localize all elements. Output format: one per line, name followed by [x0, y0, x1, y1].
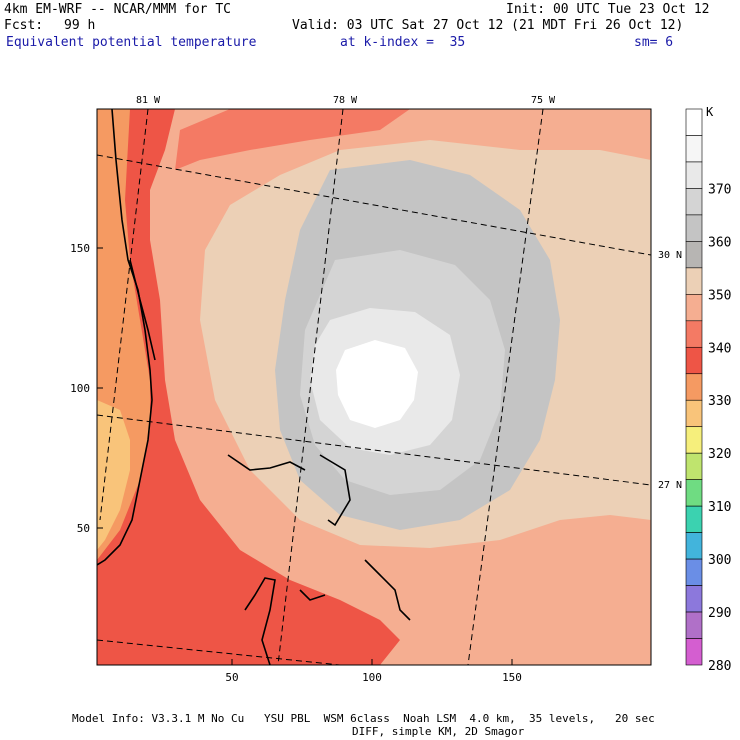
colorbar-label: 300 [708, 553, 731, 568]
colorbar-swatch [685, 267, 703, 295]
colorbar-swatch [685, 214, 703, 242]
forecast-label: Fcst: [4, 18, 44, 33]
meridian-75w [467, 109, 544, 665]
contour-350-outer [97, 109, 651, 665]
lon-label: 78 W [333, 95, 358, 106]
valid-time: Valid: 03 UTC Sat 27 Oct 12 (21 MDT Fri … [292, 18, 684, 33]
florida-inlet [129, 259, 156, 361]
colorbar-swatch [685, 135, 703, 163]
meridian-78w [277, 109, 344, 665]
x-tick-label: 50 [225, 671, 238, 684]
lon-label: 75 W [531, 95, 556, 106]
meridian-81w [99, 109, 149, 521]
parallel-27n [97, 414, 651, 486]
graticule [97, 109, 651, 665]
colorbar-swatch [685, 452, 703, 480]
colorbar-swatch [685, 320, 703, 348]
colorbar-label: 340 [708, 341, 731, 356]
colorbar [685, 108, 703, 666]
colorbar-swatch [685, 505, 703, 533]
andros [299, 589, 326, 601]
level-label: at k-index = 35 [340, 35, 466, 50]
colorbar-swatch [685, 373, 703, 401]
parallel-south [97, 639, 341, 665]
colorbar-label: 360 [708, 235, 731, 250]
model-info: Model Info: V3.3.1 M No Cu YSU PBL WSM 6… [72, 712, 655, 725]
colorbar-swatch [685, 611, 703, 639]
y-tick-label: 150 [70, 242, 90, 255]
model-title: 4km EM-WRF -- NCAR/MMM for TC [4, 2, 231, 17]
florida-coast [97, 109, 153, 566]
lat-label: 30 N [658, 250, 682, 261]
colorbar-swatch [685, 479, 703, 507]
x-tick-label: 150 [502, 671, 522, 684]
colorbar-swatch [685, 558, 703, 586]
colorbar-swatch [685, 241, 703, 269]
lat-label: 27 N [658, 480, 682, 491]
contour-370 [336, 340, 418, 428]
x-tick-label: 100 [362, 671, 382, 684]
field-name: Equivalent potential temperature [6, 35, 257, 50]
colorbar-swatch [685, 399, 703, 428]
colorbar-label: 290 [708, 606, 731, 621]
colorbar-swatch [685, 161, 703, 189]
model-info-2: DIFF, simple KM, 2D Smagor [352, 725, 525, 738]
contour-340 [97, 109, 400, 665]
axis-labels: 50 100 150 150 100 50 81 W 78 W 75 W 30 … [70, 95, 682, 684]
coastlines [97, 109, 411, 665]
contour-320-florida [97, 400, 130, 550]
forecast-hour: 99 h [64, 18, 96, 33]
colorbar-swatch [685, 638, 703, 666]
y-tick-label: 50 [77, 522, 90, 535]
init-time: Init: 00 UTC Tue 23 Oct 12 [506, 2, 710, 17]
axis-ticks [97, 247, 513, 665]
colorbar-label: 350 [708, 288, 731, 303]
y-tick-label: 100 [70, 382, 90, 395]
colorbar-labels: 370 360 350 340 330 320 310 300 290 280 [708, 182, 731, 674]
colorbar-unit: K [706, 105, 714, 119]
colorbar-swatch [685, 294, 703, 322]
colorbar-swatch [685, 585, 703, 613]
colorbar-label: 320 [708, 447, 731, 462]
colorbar-swatch [685, 426, 703, 454]
colorbar-label: 330 [708, 394, 731, 409]
colorbar-label: 370 [708, 182, 731, 197]
grand-bahama [227, 454, 306, 471]
parallel-north [97, 154, 651, 256]
eleuthera [364, 559, 411, 621]
lon-label: 81 W [136, 95, 161, 106]
colorbar-label: 280 [708, 659, 731, 674]
colorbar-label: 310 [708, 500, 731, 515]
contour-340-north [175, 109, 410, 170]
theta-e-field [97, 109, 651, 665]
colorbar-swatch [685, 532, 703, 560]
smoothing-label: sm= 6 [634, 35, 674, 50]
colorbar-swatch [685, 188, 703, 216]
colorbar-swatch [685, 108, 703, 136]
cuba-coast [244, 577, 276, 665]
plot-frame [96, 108, 652, 666]
abaco [319, 454, 351, 527]
colorbar-swatch [685, 346, 703, 375]
